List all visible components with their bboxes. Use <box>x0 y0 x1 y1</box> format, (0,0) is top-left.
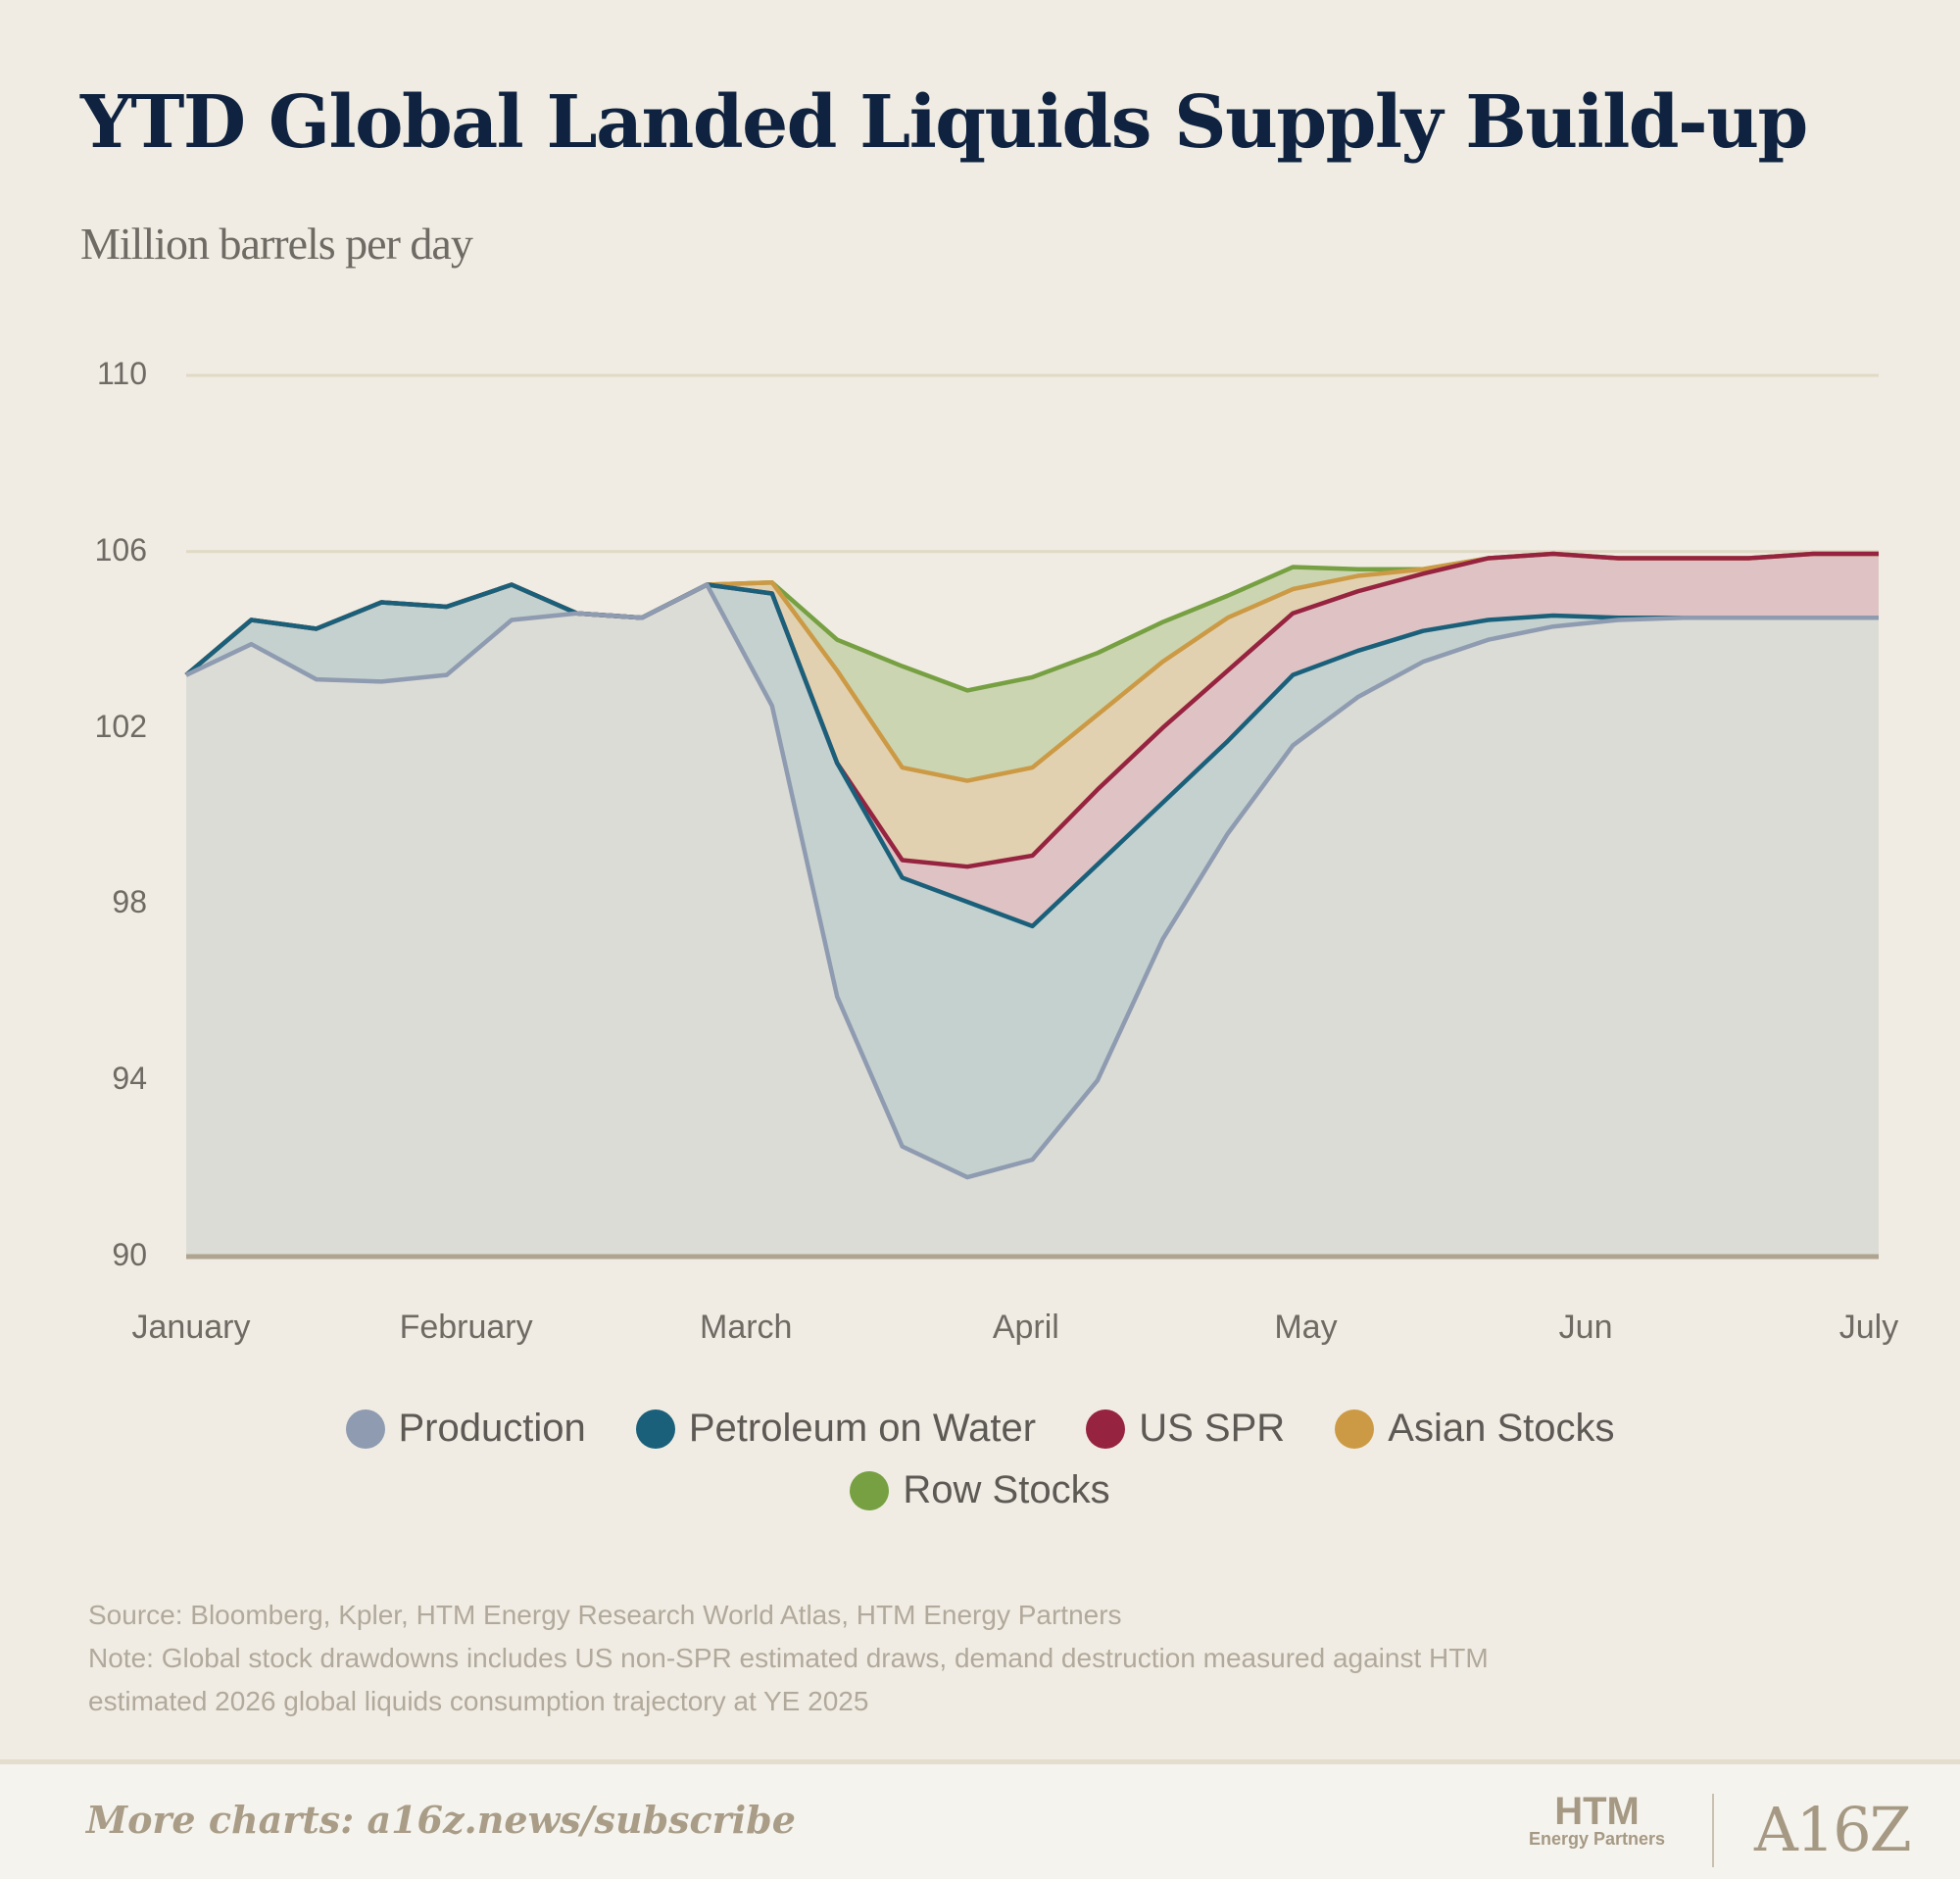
x-tick-label: Jun <box>1558 1309 1613 1346</box>
area-production <box>186 584 1879 1257</box>
y-tick-label: 102 <box>94 708 147 744</box>
chart-area <box>184 373 1879 1260</box>
htm-logo-text: HTM <box>1554 1790 1640 1833</box>
y-tick-label: 106 <box>94 531 147 568</box>
area-us-spr <box>186 554 1879 926</box>
chart-title: YTD Global Landed Liquids Supply Build-u… <box>80 80 1808 165</box>
x-tick-label: February <box>399 1309 533 1346</box>
y-tick-label: 110 <box>96 356 147 391</box>
legend: Production Petroleum on Water US SPR Asi… <box>0 1407 1960 1459</box>
legend-label: Petroleum on Water <box>688 1407 1037 1450</box>
legend-label: US SPR <box>1139 1407 1286 1450</box>
legend-item-asian-stocks: Asian Stocks <box>1335 1407 1614 1451</box>
subscribe-link[interactable]: More charts: a16z.news/subscribe <box>86 1798 796 1842</box>
y-tick-label: 98 <box>112 884 147 920</box>
legend-label: Row Stocks <box>903 1468 1110 1511</box>
x-tick-label: April <box>992 1309 1059 1346</box>
legend-item-production: Production <box>345 1407 586 1451</box>
y-tick-label: 94 <box>112 1061 147 1097</box>
area-asian-stocks <box>186 554 1879 867</box>
legend-dot-icon <box>1086 1409 1126 1449</box>
htm-logo: HTM Energy Partners <box>1529 1790 1666 1850</box>
a16z-logo: A16Z <box>1754 1794 1912 1865</box>
legend-item-us-spr: US SPR <box>1086 1407 1285 1451</box>
y-tick-label: 90 <box>112 1237 147 1272</box>
legend-item-petroleum-on-water: Petroleum on Water <box>635 1407 1037 1451</box>
x-tick-label: March <box>700 1309 793 1346</box>
note-text-line-2: estimated 2026 global liquids consumptio… <box>88 1686 869 1716</box>
legend-dot-icon <box>850 1470 890 1510</box>
line-petroleum-on-water <box>184 582 1879 929</box>
legend-dot-icon <box>1335 1409 1375 1449</box>
legend-dot-icon <box>345 1409 385 1449</box>
area-petroleum-on-water <box>186 584 1879 1178</box>
source-text: Source: Bloomberg, Kpler, HTM Energy Res… <box>88 1600 1122 1630</box>
htm-logo-subtext: Energy Partners <box>1529 1829 1666 1849</box>
area-row-stocks <box>186 554 1879 781</box>
legend-label: Asian Stocks <box>1388 1407 1615 1450</box>
logo-divider <box>1712 1794 1714 1867</box>
line-production <box>185 582 1879 1180</box>
x-tick-label: May <box>1274 1309 1338 1346</box>
footer: More charts: a16z.news/subscribe HTM Ene… <box>0 1759 1960 1879</box>
x-tick-label: January <box>131 1309 251 1346</box>
legend-label: Production <box>398 1407 586 1450</box>
legend-dot-icon <box>635 1409 675 1449</box>
legend-item-row-stocks: Row Stocks <box>850 1468 1110 1512</box>
x-tick-label: July <box>1838 1309 1899 1346</box>
legend-row-2: Row Stocks <box>0 1468 1960 1520</box>
note-text-line-1: Note: Global stock drawdowns includes US… <box>88 1643 1489 1673</box>
chart-subtitle: Million barrels per day <box>80 219 473 269</box>
